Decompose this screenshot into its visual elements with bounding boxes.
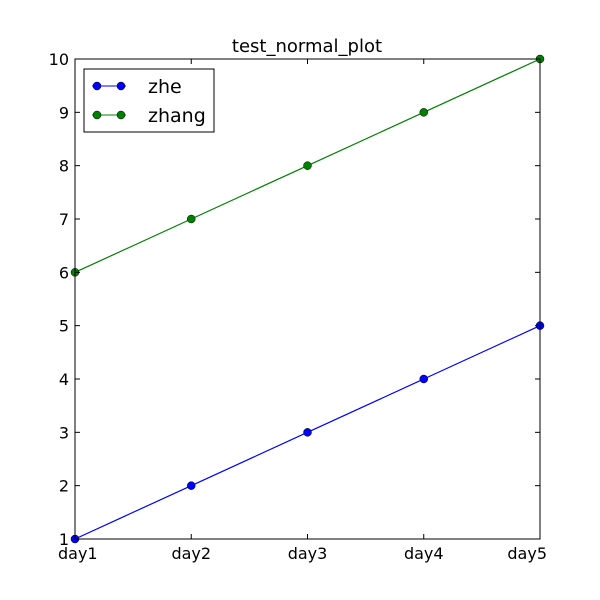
legend-marker-zhe — [116, 81, 126, 91]
data-point-zhang-day4 — [419, 108, 428, 117]
legend-box — [83, 68, 215, 133]
legend-label-zhang: zhang — [148, 105, 206, 127]
y-tick-label: 9 — [59, 103, 69, 122]
data-point-zhe-day2 — [187, 481, 196, 490]
x-tick-label: day1 — [58, 544, 98, 563]
data-point-zhang-day3 — [303, 161, 312, 170]
y-tick-label: 2 — [59, 477, 69, 496]
x-tick-label: day3 — [288, 544, 328, 563]
legend-entry-zhe: zhe — [92, 76, 182, 98]
y-tick-label: 4 — [59, 370, 69, 389]
data-point-zhe-day4 — [419, 374, 428, 384]
data-point-zhang-day2 — [187, 214, 196, 224]
legend-label-zhe: zhe — [148, 76, 182, 98]
y-tick-label: 10 — [49, 50, 69, 69]
legend-marker-zhe — [92, 81, 102, 91]
y-axis: 1 2 3 4 5 6 7 8 9 10 — [49, 50, 540, 549]
chart-title: test_normal_plot — [232, 36, 382, 57]
x-tick-label: day5 — [507, 544, 547, 563]
legend-entry-zhang: zhang — [92, 105, 206, 127]
legend-marker-zhang — [92, 110, 102, 120]
y-tick-label: 3 — [59, 423, 69, 442]
x-tick-label: day2 — [171, 544, 211, 563]
data-point-zhe-day3 — [303, 428, 312, 437]
y-tick-label: 6 — [59, 263, 69, 282]
legend-marker-zhang — [116, 110, 126, 120]
x-tick-label: day4 — [404, 544, 444, 563]
y-tick-label: 7 — [59, 210, 69, 229]
x-axis: day1 day2 day3 day4 day5 — [58, 59, 547, 563]
y-tick-label: 5 — [59, 317, 69, 336]
legend: zhe zhang — [83, 68, 215, 133]
y-tick-label: 1 — [59, 530, 69, 549]
y-tick-label: 8 — [59, 157, 69, 176]
